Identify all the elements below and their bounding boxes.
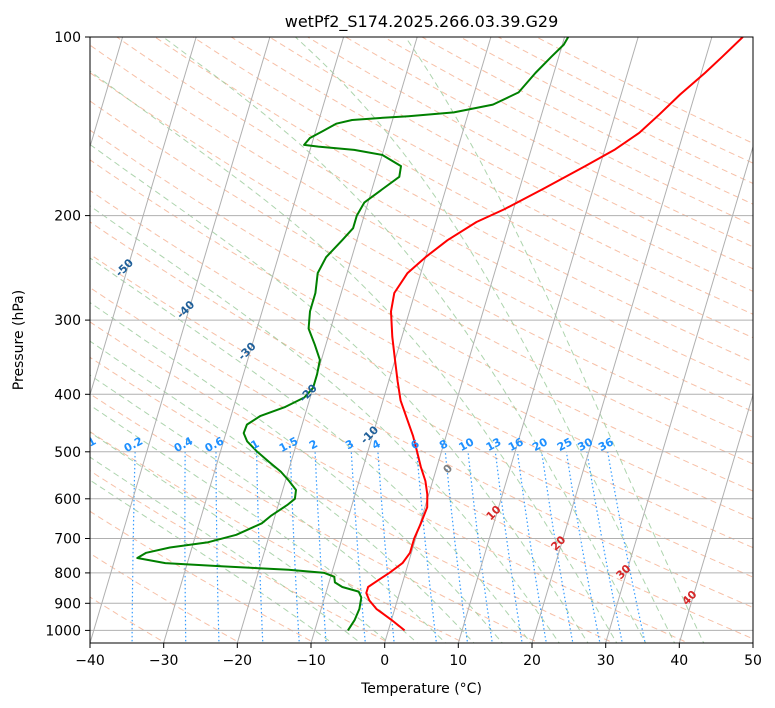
- isotherm: [90, 37, 124, 149]
- moist-adiabat: [90, 301, 503, 643]
- isotherm: [384, 37, 566, 643]
- x-tick-label: −10: [296, 653, 326, 669]
- mixing-ratio-line: [541, 451, 574, 643]
- dry-adiabat: [90, 189, 753, 549]
- moist-adiabat: [90, 257, 532, 643]
- moist-adiabat: [295, 37, 676, 643]
- dry-adiabat: [90, 253, 753, 609]
- isotherm: [457, 37, 639, 643]
- mixing-ratio-label: 13: [484, 435, 504, 454]
- plot-frame: [89, 36, 754, 644]
- moist-adiabat: [90, 340, 475, 643]
- x-tick-label: 50: [744, 653, 762, 669]
- moist-adiabat: [90, 431, 390, 643]
- mixing-ratio-line: [607, 451, 646, 643]
- x-tick-label: 0: [380, 653, 389, 669]
- mixing-ratio-line: [586, 451, 624, 643]
- y-tick-label: 400: [54, 387, 81, 403]
- y-tick-label: 1000: [45, 623, 81, 639]
- dry-adiabat: [90, 221, 753, 578]
- moist-adiabat: [90, 479, 333, 643]
- isotherms: [90, 37, 753, 643]
- isotherm: [90, 37, 271, 643]
- x-tick-label: −40: [75, 653, 105, 669]
- isotherm: [310, 37, 492, 643]
- mixing-ratio-label: 0.1: [75, 434, 98, 455]
- x-axis-label: Temperature (°C): [360, 681, 482, 697]
- isotherm: [90, 37, 197, 397]
- dewpoint-line: [136, 37, 570, 631]
- isotherm: [163, 37, 345, 643]
- y-tick-label: 800: [54, 566, 81, 582]
- x-tick-label: 40: [670, 653, 688, 669]
- mixing-ratio-label: 25: [555, 435, 575, 454]
- moist-adiabat: [404, 37, 705, 643]
- moist-adiabat: [90, 456, 362, 643]
- x-tick-label: −30: [149, 653, 179, 669]
- moist-adiabat: [162, 37, 647, 643]
- y-tick-label: 500: [54, 445, 81, 461]
- temperature-line: [365, 37, 744, 632]
- y-axis-label: Pressure (hPa): [11, 290, 27, 390]
- mixing-ratio-line: [565, 451, 601, 643]
- dry-adiabat: [192, 37, 753, 339]
- mixing-ratio-label: 16: [506, 435, 526, 454]
- x-axis-ticks: −40 −30 −20 −10 0 10 20 30 40 50: [75, 643, 762, 669]
- y-tick-label: 700: [54, 532, 81, 548]
- mixing-ratio-label: 36: [596, 435, 616, 454]
- isobars: [90, 37, 753, 631]
- dry-adiabat: [90, 159, 753, 520]
- mixing-ratio-label: 20: [530, 435, 550, 454]
- dry-adiabat: [90, 44, 753, 413]
- moist-adiabat: [90, 205, 560, 643]
- y-tick-label: 300: [54, 313, 81, 329]
- moist-adiabat: [90, 143, 589, 643]
- x-tick-label: 10: [449, 653, 467, 669]
- dry-adiabat: [154, 37, 753, 363]
- x-tick-label: −20: [223, 653, 253, 669]
- mixing-ratio-label: 10: [457, 435, 477, 454]
- dry-adiabat: [268, 37, 753, 292]
- isotherm: [531, 37, 713, 643]
- y-tick-label: 200: [54, 209, 81, 225]
- dry-adiabat: [90, 72, 753, 438]
- dry-adiabat: [90, 287, 753, 640]
- mixing-ratio-lines: [131, 451, 646, 643]
- isotherm: [678, 392, 753, 643]
- y-axis-ticks: 100 200 300 400 500 600 700 800 900 1000: [45, 30, 90, 639]
- x-tick-label: 30: [597, 653, 615, 669]
- moist-adiabat: [90, 70, 618, 643]
- dry-adiabat: [90, 129, 753, 492]
- y-tick-label: 600: [54, 492, 81, 508]
- mixing-ratio-label: 30: [575, 435, 595, 454]
- mixing-ratio-line: [516, 451, 547, 643]
- y-tick-label: 900: [54, 596, 81, 612]
- x-tick-label: 20: [523, 653, 541, 669]
- chart-title: wetPf2_S174.2025.266.03.39.G29: [285, 12, 559, 32]
- profile-lines: [136, 37, 744, 632]
- y-tick-label: 100: [54, 30, 81, 46]
- isotherm: [605, 144, 753, 643]
- moist-adiabat: [90, 374, 447, 643]
- isotherm: [236, 37, 418, 643]
